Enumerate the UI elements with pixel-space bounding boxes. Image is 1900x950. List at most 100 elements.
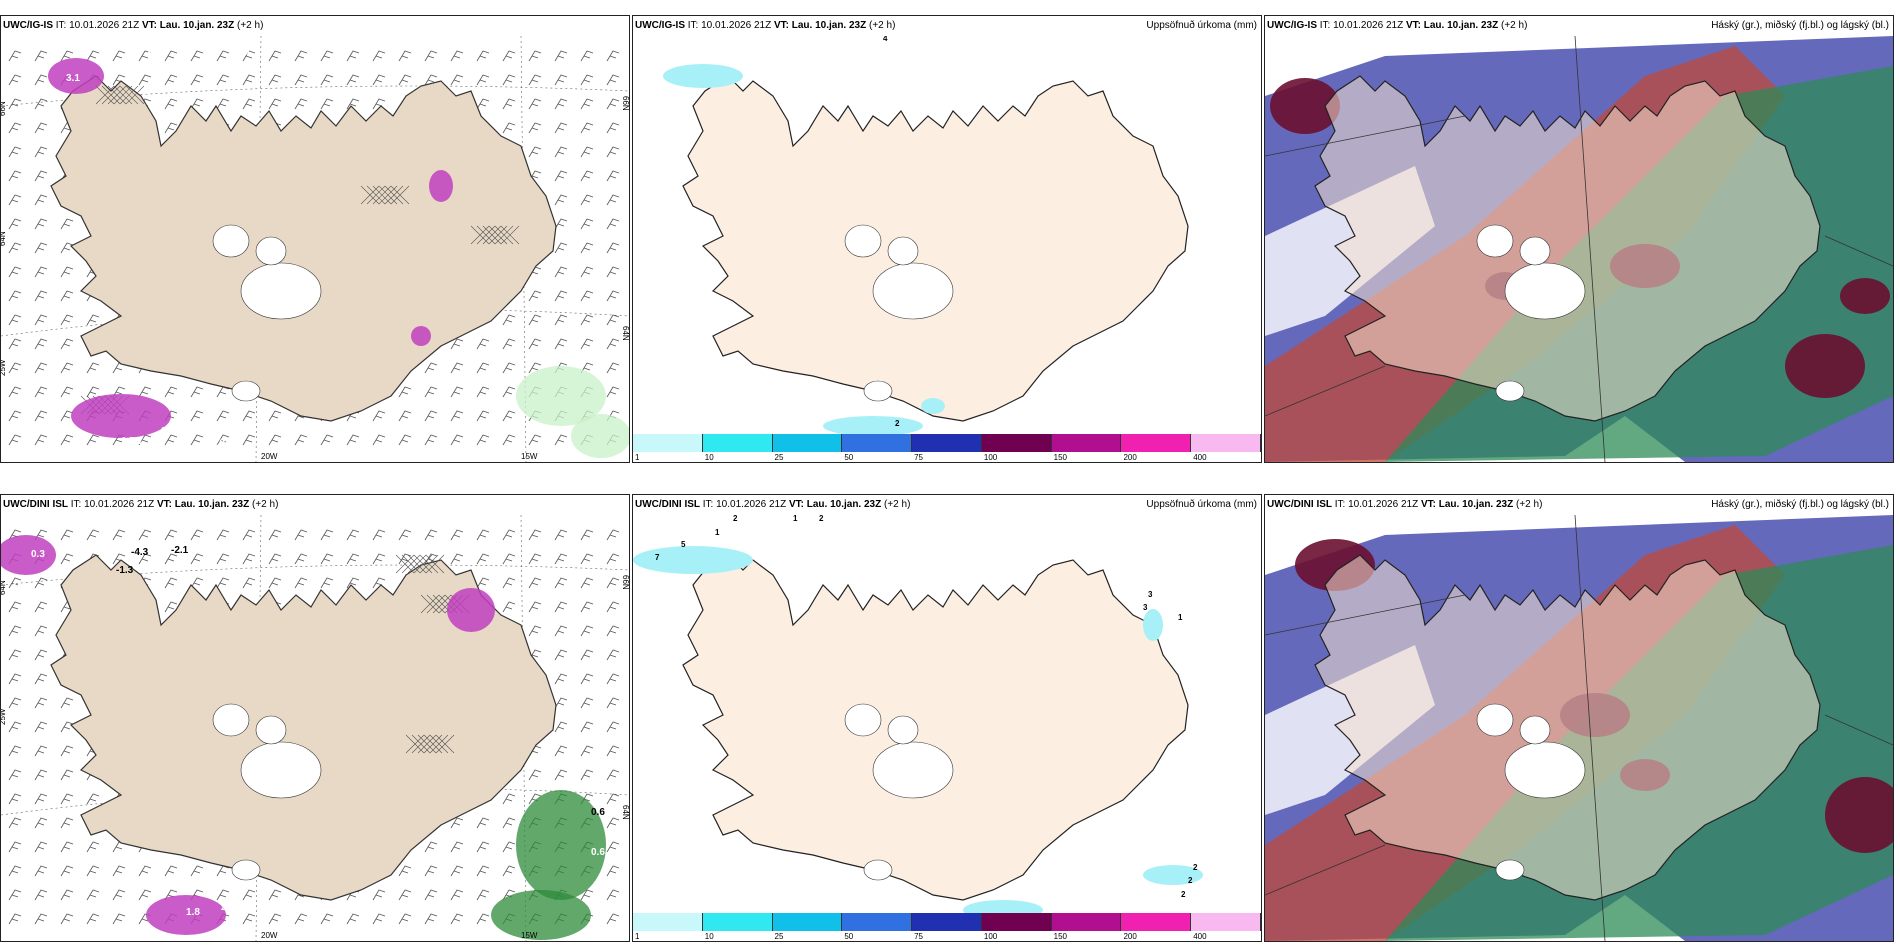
latitude-label: 64N	[1, 580, 7, 595]
wind-barb	[8, 290, 22, 302]
wind-barb	[580, 601, 594, 613]
wind-barb	[424, 529, 438, 541]
wind-barb	[502, 338, 516, 350]
wind-barb	[8, 194, 22, 206]
wind-barb	[86, 386, 100, 398]
wind-barb	[606, 386, 620, 398]
wind-barb	[268, 913, 282, 925]
wind-barb	[606, 314, 620, 326]
wind-barb	[580, 529, 594, 541]
colorbar-swatch	[702, 434, 773, 452]
wind-barb	[60, 817, 74, 829]
colorbar-tick-label: 200	[1123, 453, 1137, 462]
valid-time: VT: Lau. 10.jan. 23Z	[773, 20, 867, 31]
colorbar-swatch	[772, 434, 843, 452]
wind-barb	[450, 841, 464, 853]
panel-title: Háský (gr.), miðský (fj.bl.) og lágský (…	[1711, 20, 1889, 31]
wind-barb	[320, 98, 334, 110]
wind-barb	[138, 386, 152, 398]
wind-barb	[502, 98, 516, 110]
wind-barb	[372, 913, 386, 925]
glacier-langjokull	[844, 703, 882, 737]
wind-barb	[580, 266, 594, 278]
iceland-landmass	[682, 554, 1189, 901]
glacier-hofsjokull	[1519, 715, 1551, 745]
wind-barb	[372, 74, 386, 86]
wind-barb	[34, 98, 48, 110]
wind-barb	[554, 218, 568, 230]
wind-barb	[450, 74, 464, 86]
wind-barb	[450, 362, 464, 374]
lead-time: (+2 h)	[237, 20, 264, 31]
precip-value-label: 2	[895, 419, 900, 428]
wind-barb	[554, 290, 568, 302]
wind-barb	[424, 50, 438, 62]
colorbar-swatch	[981, 434, 1052, 452]
precip-value-label: 7	[655, 553, 660, 562]
wind-barb	[398, 553, 412, 565]
wind-barb	[580, 74, 594, 86]
wind-barb	[164, 865, 178, 877]
hatch-mark	[419, 554, 439, 574]
map-value-label: 0.3	[31, 549, 45, 560]
wind-barb	[450, 529, 464, 541]
wind-barb	[606, 913, 620, 925]
wind-barb	[606, 50, 620, 62]
wind-barb	[554, 338, 568, 350]
valid-time: VT: Lau. 10.jan. 23Z	[141, 20, 235, 31]
colorbar-tick-label: 10	[704, 453, 714, 462]
precipitation-blob	[411, 326, 431, 346]
wind-barb	[60, 769, 74, 781]
latitude-label: 64N	[621, 805, 629, 820]
precipitation-blob	[48, 58, 104, 94]
wind-barb	[554, 98, 568, 110]
colorbar-swatch	[772, 913, 843, 931]
wind-barb	[8, 577, 22, 589]
wind-barb	[450, 553, 464, 565]
colorbar-tick-label: 100	[983, 932, 998, 941]
wind-barb	[112, 913, 126, 925]
wind-barb	[34, 218, 48, 230]
precip-value-label: 5	[681, 540, 686, 549]
wind-barb	[34, 697, 48, 709]
valid-time: VT: Lau. 10.jan. 23Z	[1405, 20, 1499, 31]
wind-barb	[242, 577, 256, 589]
wind-barb	[554, 673, 568, 685]
wind-barb	[34, 338, 48, 350]
wind-barb	[606, 529, 620, 541]
wind-barb	[112, 386, 126, 398]
wind-barb	[606, 74, 620, 86]
wind-barb	[34, 170, 48, 182]
wind-barb	[476, 98, 490, 110]
wind-barb	[294, 74, 308, 86]
glacier-vatnajokull	[872, 262, 954, 320]
wind-barb	[34, 314, 48, 326]
wind-barb	[528, 625, 542, 637]
colorbar-swatch	[1121, 913, 1192, 931]
wind-barb	[8, 769, 22, 781]
wind-barb	[502, 553, 516, 565]
precip-value-label: 1	[793, 515, 798, 523]
wind-barb	[502, 386, 516, 398]
wind-barb	[60, 314, 74, 326]
wind-barb	[606, 889, 620, 901]
wind-barb	[86, 50, 100, 62]
dense-cloud-patch	[1840, 278, 1890, 314]
wind-barb	[268, 410, 282, 422]
wind-barb	[34, 865, 48, 877]
wind-barb	[606, 841, 620, 853]
panel-top-right: UWC/IG-IS IT: 10.01.2026 21Z VT: Lau. 10…	[1264, 15, 1894, 463]
map-value-label: 0.6	[591, 847, 605, 858]
wind-barb	[60, 410, 74, 422]
glacier-langjokull	[844, 224, 882, 258]
wind-barb	[164, 122, 178, 134]
wind-barb	[8, 745, 22, 757]
wind-barb	[554, 529, 568, 541]
wind-barb	[346, 74, 360, 86]
wind-barb	[112, 529, 126, 541]
wind-barb	[164, 386, 178, 398]
wind-barb	[580, 673, 594, 685]
wind-barb	[138, 50, 152, 62]
map-value-label: -1.3	[116, 565, 134, 576]
wind-temperature-map: 0.3 -4.3 -1.3 -2.1 4.4 0.6 1.8 2.8 0.6 64N 25W 20W 1…	[1, 515, 629, 941]
